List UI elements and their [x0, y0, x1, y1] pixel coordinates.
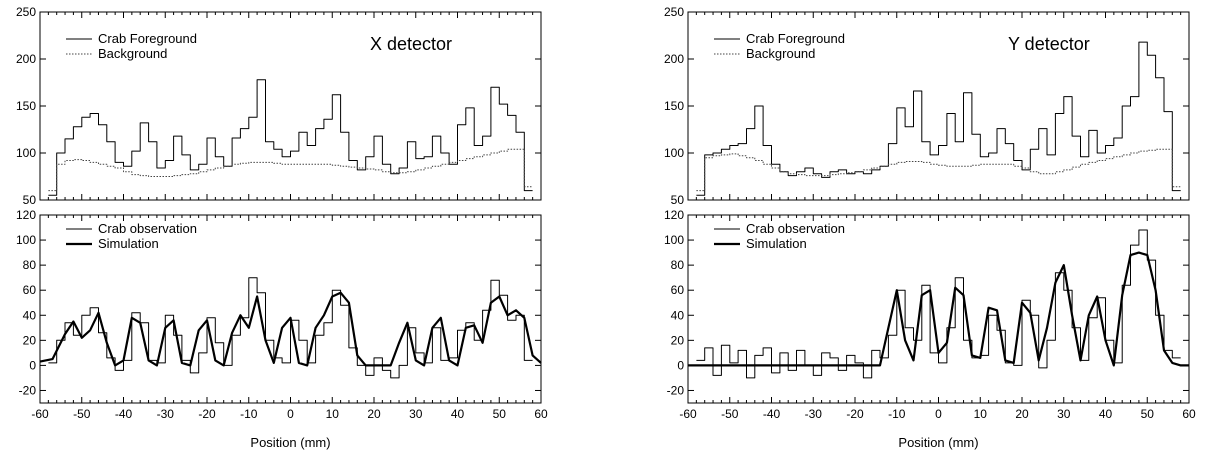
- y-tick-label: 250: [664, 5, 684, 19]
- x-tick-label: 60: [1182, 407, 1196, 421]
- x-axis-label: Position (mm): [898, 435, 978, 450]
- series-crab-observation-line: [696, 229, 1181, 379]
- legend-label-background: Background: [98, 46, 167, 61]
- y-tick-label: 0: [29, 358, 36, 372]
- y-tick-label: 150: [664, 99, 684, 113]
- x-tick-label: -10: [240, 407, 258, 421]
- y-tick-label: 20: [23, 333, 37, 347]
- panel-annotation: X detector: [370, 34, 452, 54]
- x-tick-label: 50: [1141, 407, 1155, 421]
- legend-label-simulation: Simulation: [746, 236, 807, 251]
- y-tick-label: 150: [16, 99, 36, 113]
- y-tick-label: 100: [664, 233, 684, 247]
- series-background-line: [696, 148, 1181, 192]
- y-tick-label: 200: [16, 52, 36, 66]
- x-tick-label: 40: [1099, 407, 1113, 421]
- y-tick-label: 100: [16, 146, 36, 160]
- x-tick-label: 50: [493, 407, 507, 421]
- y-tick-label: 20: [671, 333, 685, 347]
- y-tick-label: 250: [16, 5, 36, 19]
- series-simulation-line: [39, 291, 542, 367]
- series-crab-foreground-line: [696, 41, 1181, 196]
- x-tick-label: 20: [367, 407, 381, 421]
- legend-label-background: Background: [746, 46, 815, 61]
- y-tick-label: 200: [664, 52, 684, 66]
- y-tick-label: 40: [671, 308, 685, 322]
- y-tick-label: -20: [667, 383, 685, 397]
- y-tick-label: 100: [664, 146, 684, 160]
- x-tick-label: 60: [534, 407, 548, 421]
- x-tick-label: -10: [888, 407, 906, 421]
- y-tick-label: 50: [23, 193, 37, 207]
- y-tick-label: 100: [16, 233, 36, 247]
- y-detector-bottom-panel: -20 0 20 40 60 80 100 120 -60 -50 -40 -30 -20 -10 0 10 2…: [664, 208, 1196, 450]
- series-background-line: [48, 148, 533, 192]
- x-tick-label: 30: [1057, 407, 1071, 421]
- y-tick-label: 40: [23, 308, 37, 322]
- legend-label-crab-foreground: Crab Foreground: [98, 31, 197, 46]
- y-tick-label: 0: [677, 358, 684, 372]
- x-tick-label: -40: [115, 407, 133, 421]
- y-tick-label: 50: [671, 193, 685, 207]
- x-axis-label: Position (mm): [250, 435, 330, 450]
- y-tick-label: 120: [664, 208, 684, 222]
- x-tick-label: 0: [287, 407, 294, 421]
- legend-label-crab-observation: Crab observation: [98, 221, 197, 236]
- y-tick-label: -20: [19, 383, 37, 397]
- panel-annotation: Y detector: [1008, 34, 1090, 54]
- y-tick-label: 120: [16, 208, 36, 222]
- legend-label-crab-observation: Crab observation: [746, 221, 845, 236]
- x-tick-label: -60: [679, 407, 697, 421]
- x-tick-label: 10: [326, 407, 340, 421]
- x-tick-label: 20: [1015, 407, 1029, 421]
- y-tick-label: 60: [23, 283, 37, 297]
- x-tick-label: 10: [974, 407, 988, 421]
- x-tick-label: -60: [31, 407, 49, 421]
- x-tick-label: -20: [846, 407, 864, 421]
- x-tick-label: -30: [805, 407, 823, 421]
- x-detector-bottom-panel: -20 0 20 40 60 80 100 120 -60 -50 -40 -30 -20 -10 0 10 2…: [16, 208, 548, 450]
- x-tick-label: -30: [157, 407, 175, 421]
- legend-label-crab-foreground: Crab Foreground: [746, 31, 845, 46]
- x-tick-label: 0: [935, 407, 942, 421]
- series-crab-foreground-line: [48, 79, 533, 196]
- x-tick-label: -50: [73, 407, 91, 421]
- x-tick-label: 40: [451, 407, 465, 421]
- series-simulation-line: [688, 251, 1189, 367]
- x-tick-label: -40: [763, 407, 781, 421]
- x-tick-label: 30: [409, 407, 423, 421]
- y-tick-label: 80: [23, 258, 37, 272]
- legend-label-simulation: Simulation: [98, 236, 159, 251]
- x-tick-label: -20: [198, 407, 216, 421]
- y-tick-label: 80: [671, 258, 685, 272]
- y-tick-label: 60: [671, 283, 685, 297]
- x-tick-label: -50: [721, 407, 739, 421]
